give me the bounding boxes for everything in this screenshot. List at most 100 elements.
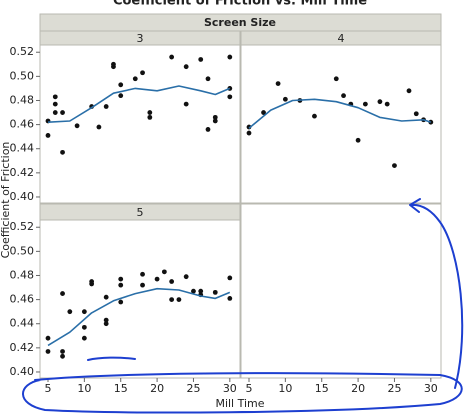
point xyxy=(74,123,80,129)
y-tick-label: 0.52 xyxy=(10,45,35,58)
point xyxy=(89,281,95,287)
point xyxy=(227,94,233,100)
point xyxy=(413,111,419,117)
x-tick-label: 30 xyxy=(424,382,438,395)
x-tick-label: 20 xyxy=(351,382,365,395)
fit-line xyxy=(47,85,231,123)
point xyxy=(191,288,196,294)
point xyxy=(275,81,281,86)
panel-label: 3 xyxy=(137,32,144,45)
point xyxy=(355,137,361,143)
y-tick-label: 0.40 xyxy=(10,365,35,378)
point xyxy=(261,110,266,115)
point xyxy=(169,297,175,303)
y-tick-label: 0.42 xyxy=(10,341,35,354)
fit-line xyxy=(248,98,432,129)
empty-panel xyxy=(240,203,442,379)
point xyxy=(147,110,153,115)
point xyxy=(312,113,317,119)
y-tick-label: 0.42 xyxy=(10,166,35,179)
point xyxy=(183,64,189,70)
y-tick-label: 0.48 xyxy=(10,93,35,106)
y-tick-label: 0.52 xyxy=(10,220,35,233)
panel-label: 5 xyxy=(137,206,144,219)
y-tick-label: 0.48 xyxy=(10,268,35,281)
point xyxy=(81,324,87,330)
point xyxy=(45,349,51,354)
point xyxy=(52,110,58,115)
point xyxy=(282,96,288,102)
point xyxy=(392,163,397,169)
point xyxy=(60,110,65,115)
point xyxy=(103,104,109,109)
point xyxy=(333,76,339,82)
point xyxy=(118,282,124,288)
plots: 3 0.40 0.42 0.44 0.46 0.48 0.50 0.52 4 5 10 15 20 25 3… xyxy=(10,30,442,395)
point xyxy=(227,275,233,281)
point xyxy=(103,321,109,327)
point xyxy=(67,309,73,315)
x-tick-label: 5 xyxy=(45,382,52,395)
y-tick-label: 0.46 xyxy=(10,293,35,306)
point xyxy=(103,317,109,323)
y-tick-label: 0.50 xyxy=(10,244,35,257)
panel xyxy=(39,44,241,204)
point xyxy=(169,279,175,284)
point xyxy=(384,101,390,107)
x-axis-label: Mill Time xyxy=(215,397,264,410)
point xyxy=(81,309,87,315)
point xyxy=(103,294,109,300)
point xyxy=(205,76,211,82)
chart-title: Coefficient of Friction vs. Mill Time xyxy=(113,0,367,9)
x-tick-label: 10 xyxy=(278,382,292,395)
y-tick-label: 0.40 xyxy=(10,190,35,203)
y-tick-label: 0.44 xyxy=(10,142,35,155)
point xyxy=(147,114,153,120)
point xyxy=(341,93,346,99)
x-tick-label: 25 xyxy=(186,382,200,395)
fit-line xyxy=(47,287,231,347)
point xyxy=(52,101,58,107)
x-tick-label: 20 xyxy=(150,382,164,395)
point xyxy=(183,274,189,280)
x-tick-label: 15 xyxy=(114,382,128,395)
annotation-arrow xyxy=(409,198,464,389)
point xyxy=(111,61,116,67)
y-tick-label: 0.50 xyxy=(10,69,35,82)
point xyxy=(377,99,383,105)
point xyxy=(205,127,211,132)
point xyxy=(118,93,124,99)
annotation-stroke xyxy=(87,356,136,361)
point xyxy=(60,353,65,359)
point xyxy=(140,70,145,76)
point xyxy=(176,297,182,303)
point xyxy=(60,291,65,296)
point xyxy=(118,276,124,282)
point xyxy=(212,289,218,295)
point xyxy=(212,118,218,124)
panel xyxy=(240,44,442,204)
point xyxy=(183,101,189,107)
point xyxy=(140,282,145,288)
point xyxy=(52,94,58,100)
x-tick-label: 25 xyxy=(387,382,401,395)
point xyxy=(198,57,204,62)
point xyxy=(212,114,218,120)
point xyxy=(227,295,233,301)
panel-label: 4 xyxy=(338,32,345,45)
point xyxy=(96,124,102,130)
point xyxy=(118,82,124,88)
point xyxy=(140,271,145,277)
facet-label: Screen Size xyxy=(204,16,276,29)
annotation-ellipse xyxy=(22,372,463,414)
x-tick-label: 15 xyxy=(315,382,329,395)
y-axis-label: Coefficient of Friction xyxy=(0,142,12,259)
point xyxy=(198,288,204,294)
point xyxy=(60,149,65,155)
point xyxy=(45,335,51,341)
point xyxy=(161,269,167,275)
point xyxy=(81,335,87,341)
x-tick-label: 10 xyxy=(77,382,91,395)
point xyxy=(227,54,233,60)
